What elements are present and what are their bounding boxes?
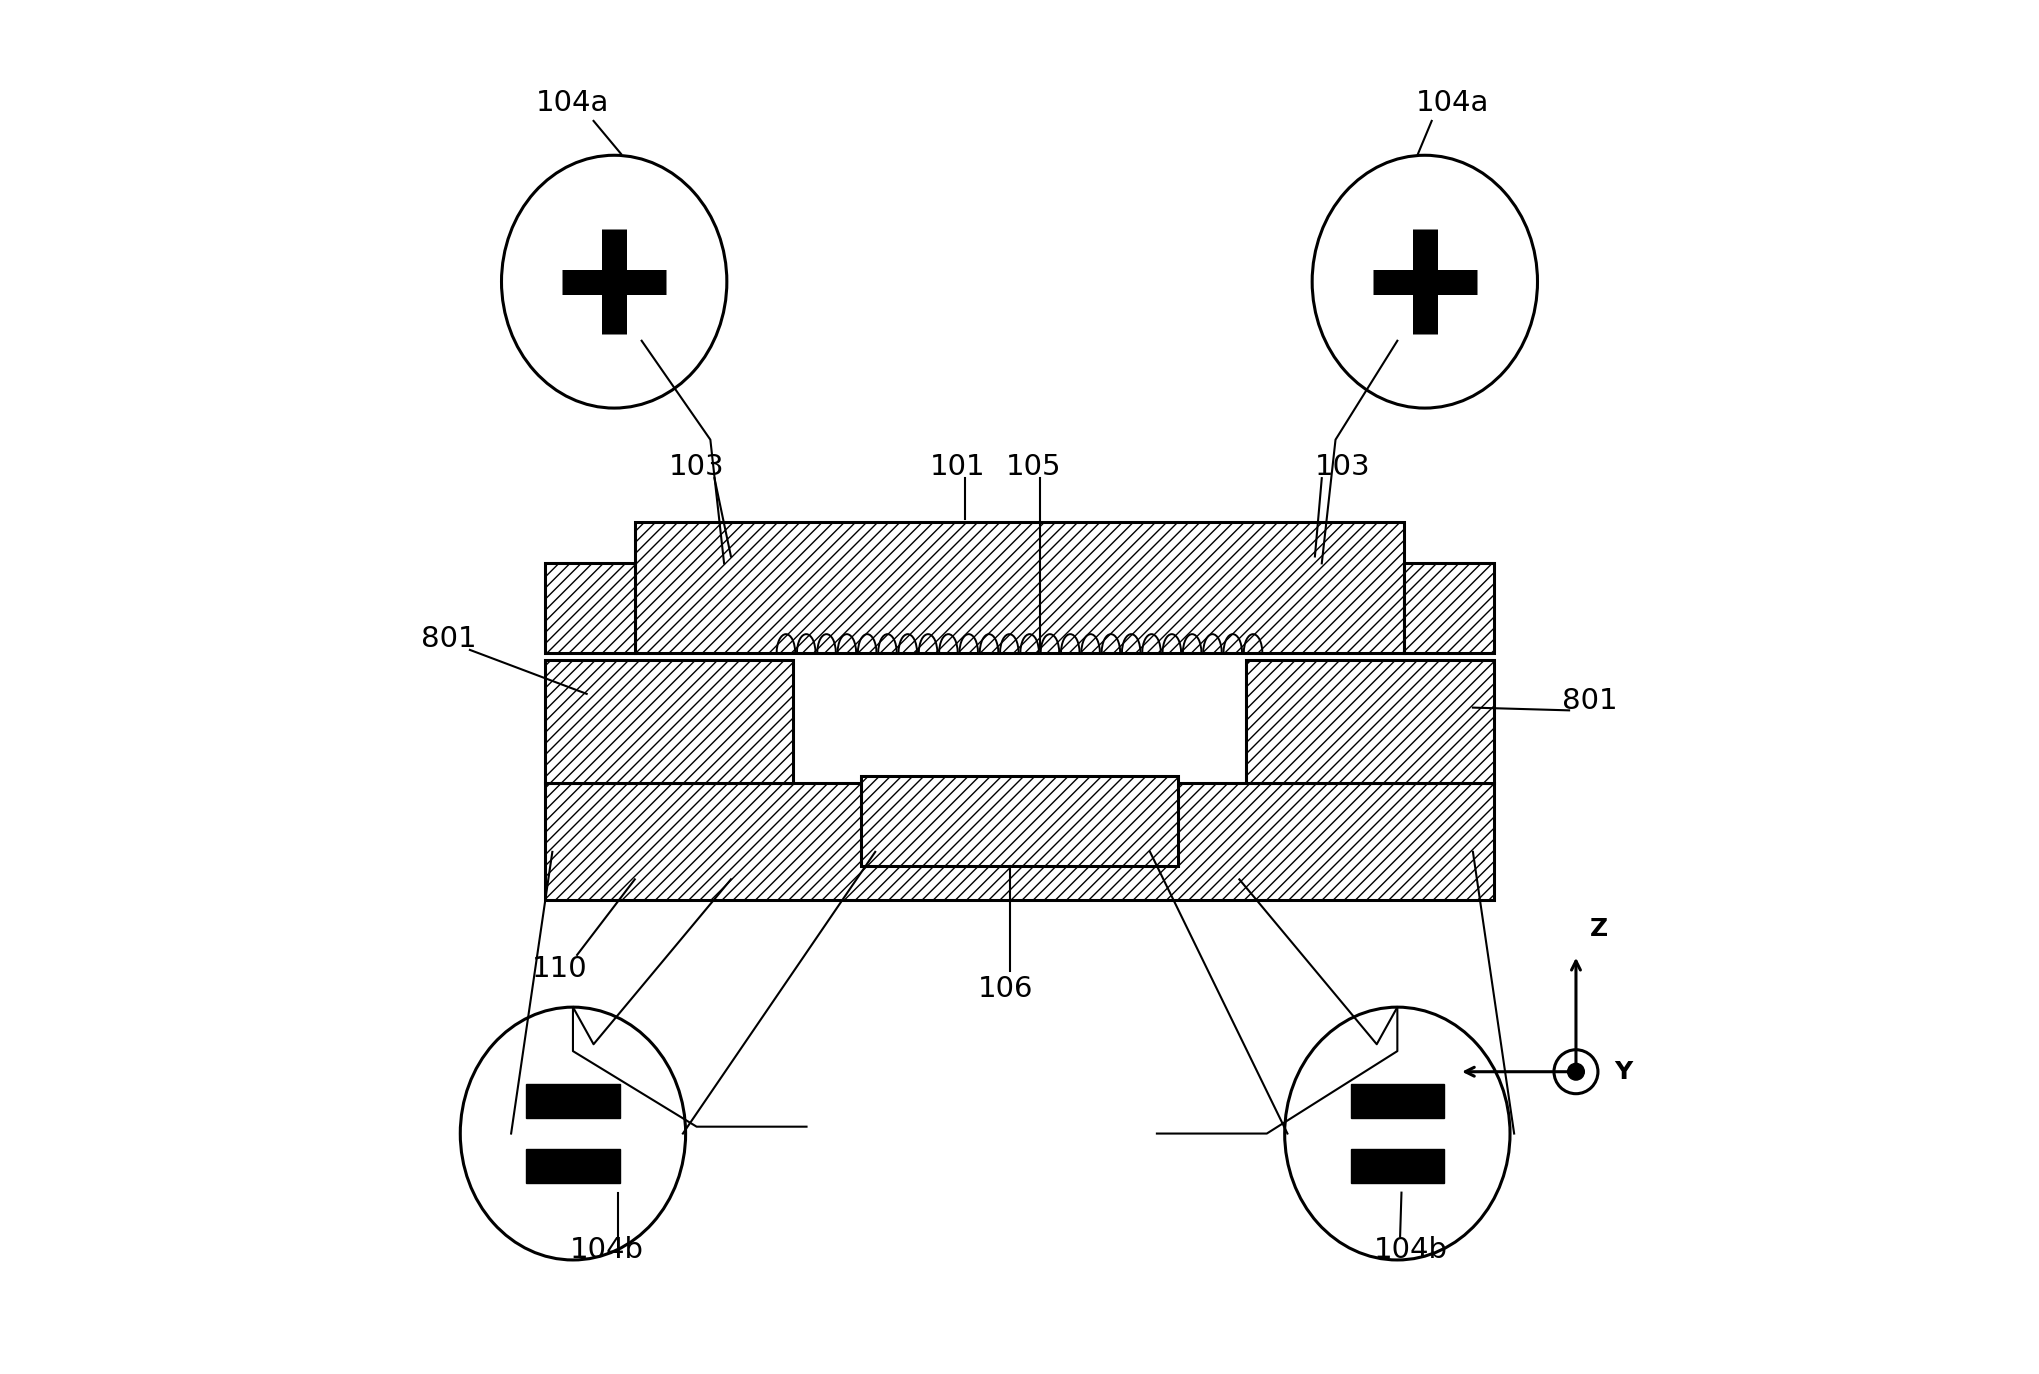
Bar (546, 563, 634, 653)
Ellipse shape (1313, 155, 1537, 408)
Text: Y: Y (1615, 1059, 1633, 1084)
Text: Z: Z (1590, 918, 1609, 941)
Ellipse shape (502, 155, 726, 408)
Text: 104b: 104b (571, 1237, 644, 1264)
Bar (862, 776, 1177, 866)
Bar (526, 1084, 620, 1118)
Text: 104a: 104a (536, 89, 610, 117)
Bar (634, 522, 1405, 653)
Text: 801: 801 (422, 625, 477, 653)
Bar (1405, 563, 1493, 653)
Circle shape (1568, 1063, 1584, 1080)
Bar (1246, 660, 1493, 783)
Bar (1350, 1084, 1444, 1118)
Text: X: X (1419, 1059, 1440, 1084)
Bar (1350, 1149, 1444, 1183)
Text: 104b: 104b (1374, 1237, 1448, 1264)
Text: 106: 106 (979, 976, 1034, 1003)
Text: 101: 101 (930, 453, 985, 481)
Bar (546, 660, 793, 783)
Bar (526, 1149, 620, 1183)
Text: 105: 105 (1005, 453, 1060, 481)
Text: 110: 110 (532, 955, 587, 982)
Text: 801: 801 (1562, 687, 1617, 714)
Bar (546, 783, 1493, 900)
Text: 104a: 104a (1415, 89, 1488, 117)
Ellipse shape (461, 1007, 685, 1260)
Ellipse shape (1285, 1007, 1511, 1260)
Text: 103: 103 (669, 453, 724, 481)
Text: 103: 103 (1315, 453, 1370, 481)
